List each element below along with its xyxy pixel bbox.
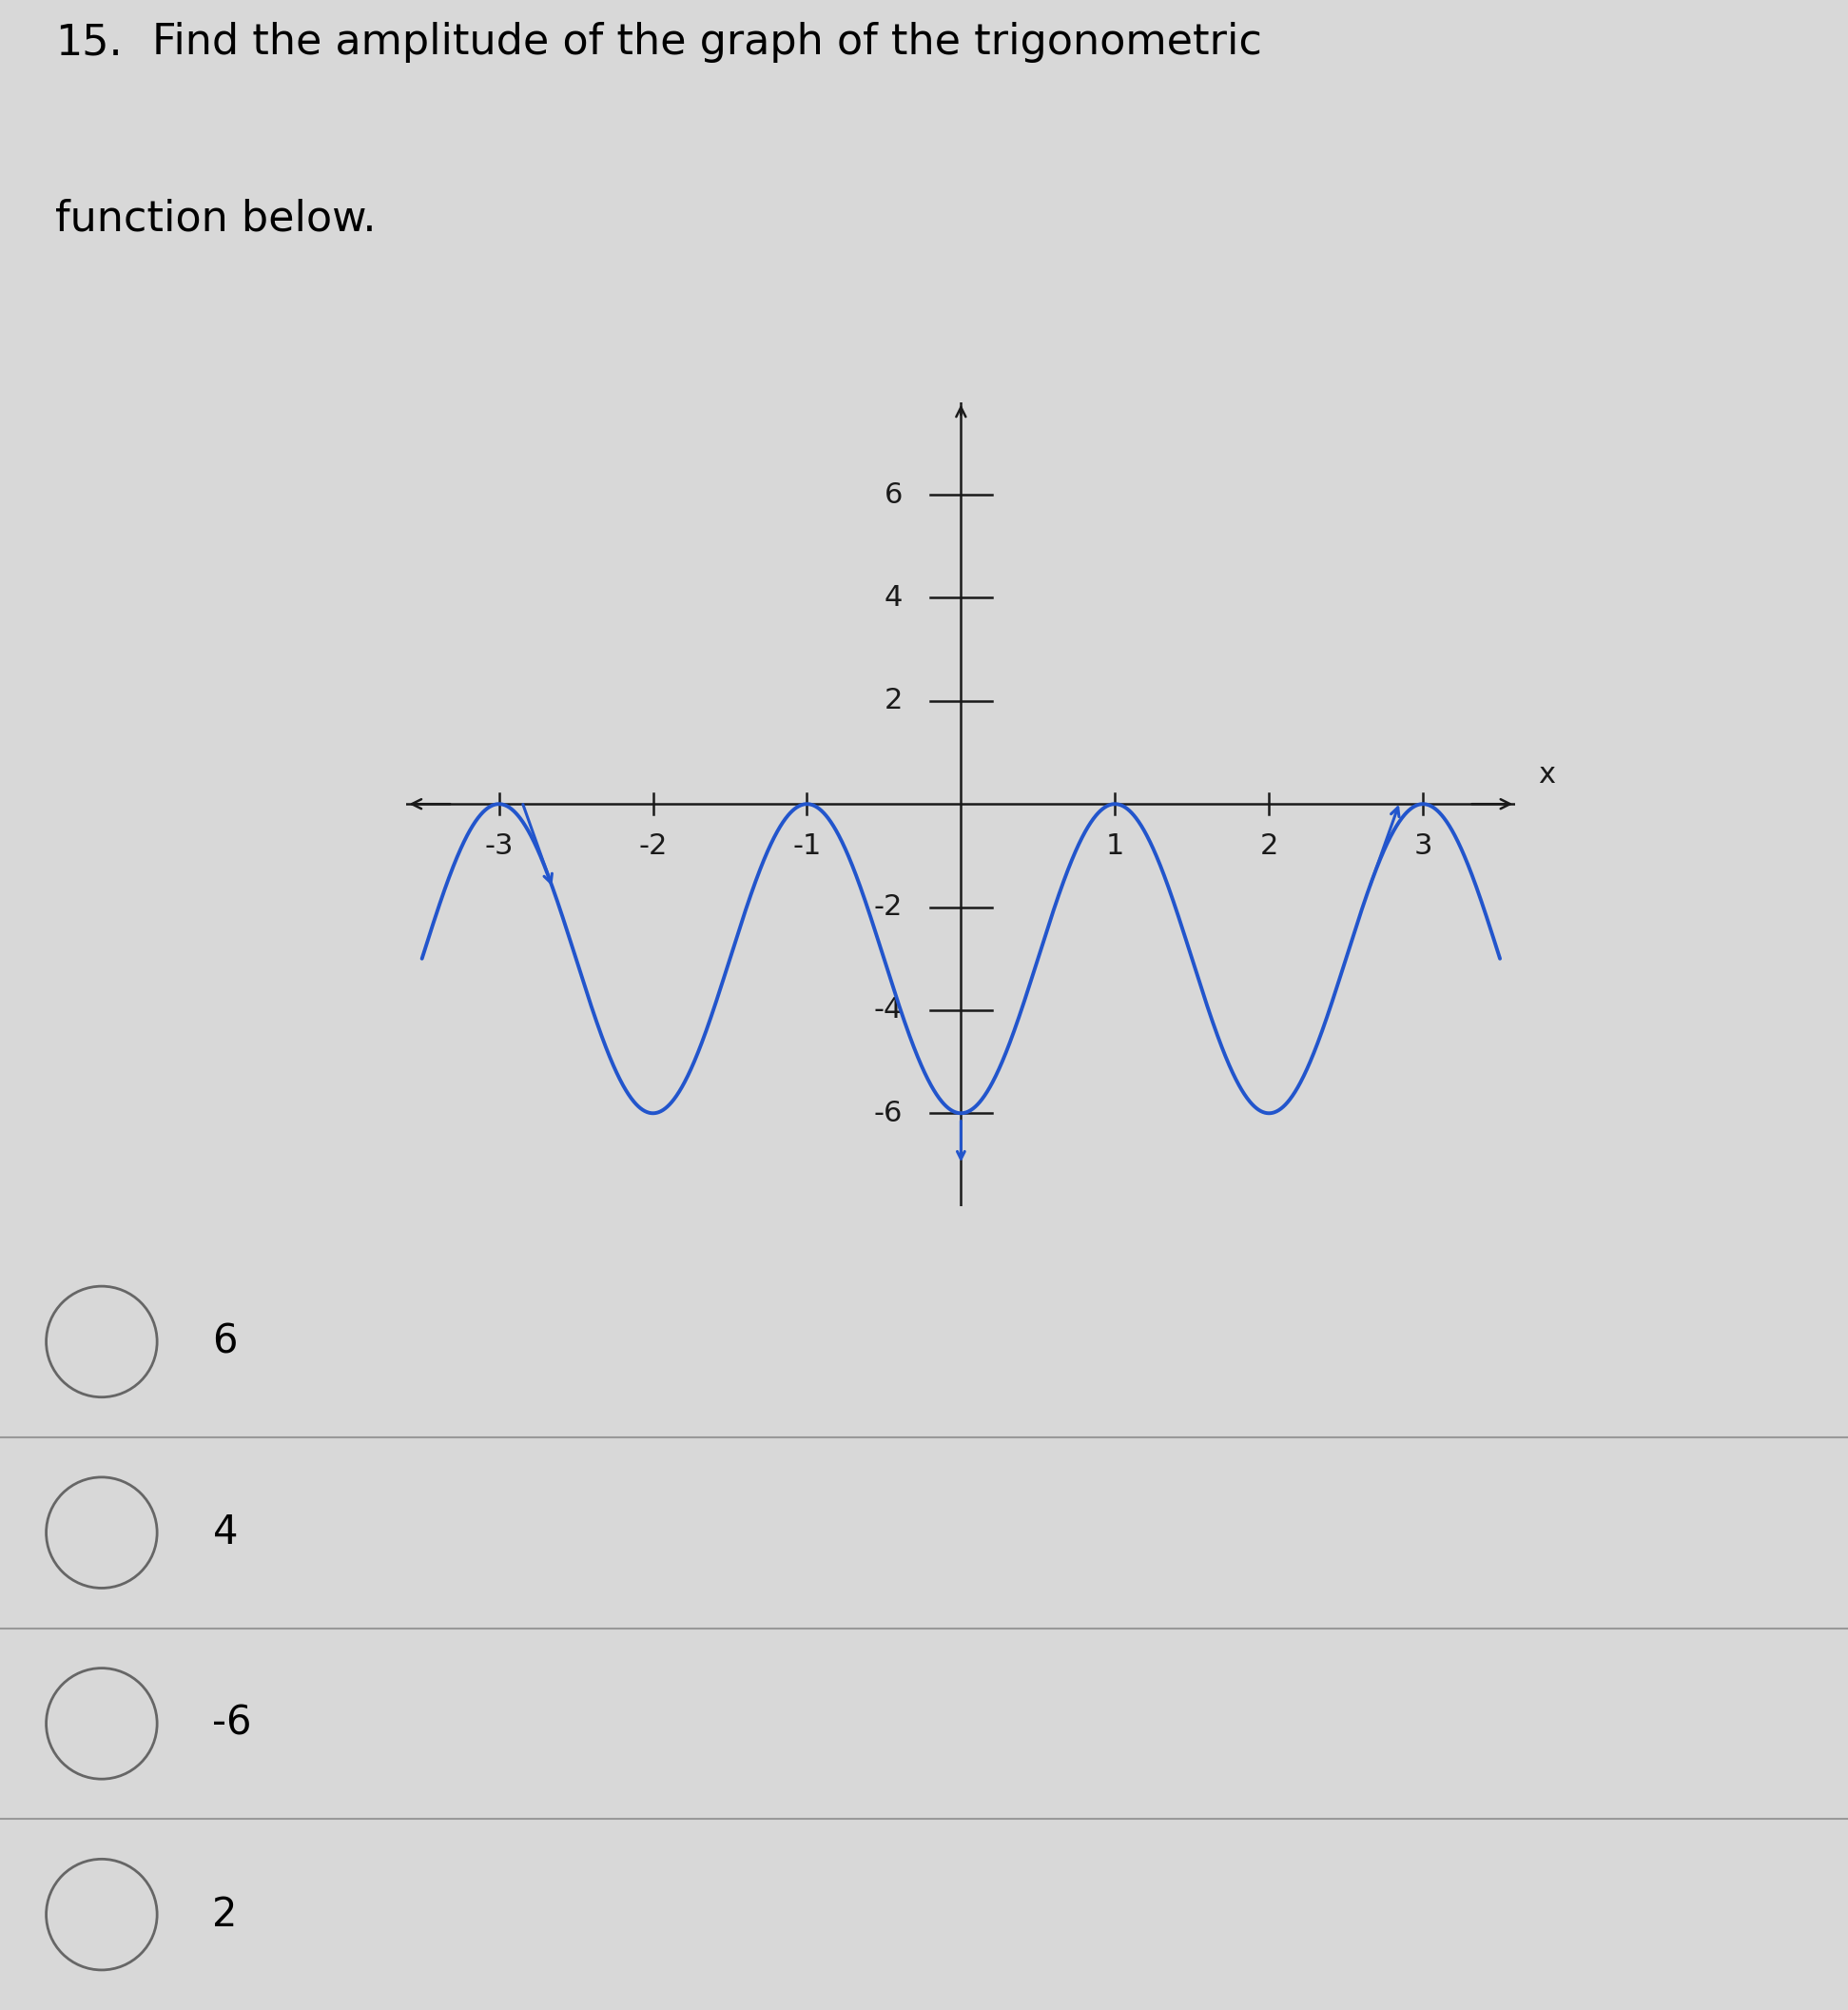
Text: function below.: function below. bbox=[55, 199, 377, 239]
Text: -4: -4 bbox=[874, 997, 902, 1023]
Text: -2: -2 bbox=[639, 832, 667, 860]
Text: 1: 1 bbox=[1105, 832, 1124, 860]
Text: -6: -6 bbox=[213, 1704, 251, 1743]
Text: Find the amplitude of the graph of the trigonometric: Find the amplitude of the graph of the t… bbox=[152, 22, 1262, 62]
Text: 6: 6 bbox=[883, 480, 902, 509]
Text: 2: 2 bbox=[213, 1895, 238, 1934]
Text: 4: 4 bbox=[883, 585, 902, 611]
Text: -3: -3 bbox=[484, 832, 514, 860]
Text: 3: 3 bbox=[1414, 832, 1432, 860]
Text: -6: -6 bbox=[874, 1099, 902, 1128]
Text: 15.: 15. bbox=[55, 22, 122, 62]
Text: 2: 2 bbox=[883, 687, 902, 716]
Text: -1: -1 bbox=[793, 832, 821, 860]
Text: 4: 4 bbox=[213, 1514, 238, 1552]
Text: -2: -2 bbox=[874, 892, 902, 921]
Text: 6: 6 bbox=[213, 1323, 238, 1361]
Text: 2: 2 bbox=[1260, 832, 1279, 860]
Text: x: x bbox=[1538, 762, 1556, 788]
